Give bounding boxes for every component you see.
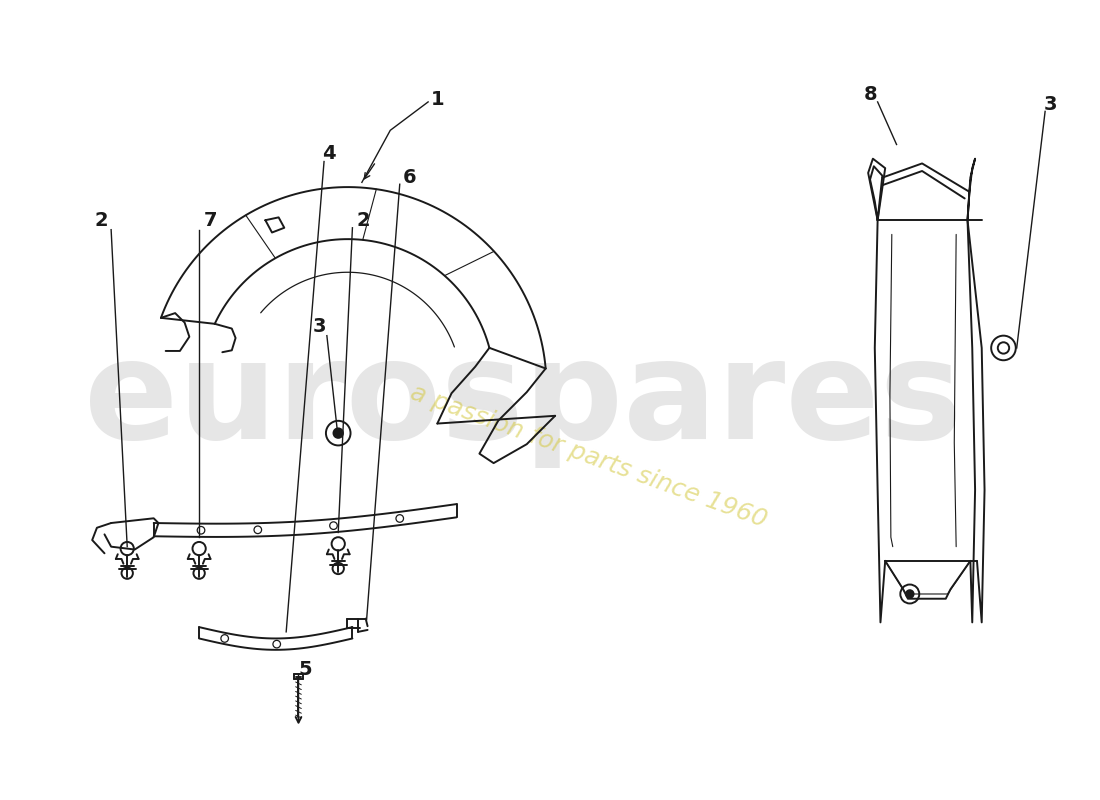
Circle shape bbox=[333, 428, 343, 438]
Text: 6: 6 bbox=[403, 168, 416, 187]
Text: eurospares: eurospares bbox=[84, 333, 961, 467]
Text: 1: 1 bbox=[431, 90, 444, 109]
Text: 7: 7 bbox=[204, 210, 217, 230]
Text: 3: 3 bbox=[312, 317, 326, 336]
Circle shape bbox=[906, 590, 914, 598]
Text: 2: 2 bbox=[358, 210, 371, 230]
Text: 2: 2 bbox=[95, 210, 109, 230]
Text: 4: 4 bbox=[322, 145, 335, 163]
Text: 8: 8 bbox=[865, 85, 878, 104]
Text: 3: 3 bbox=[1044, 95, 1057, 114]
Text: a passion for parts since 1960: a passion for parts since 1960 bbox=[407, 381, 771, 533]
Text: 5: 5 bbox=[298, 660, 312, 679]
